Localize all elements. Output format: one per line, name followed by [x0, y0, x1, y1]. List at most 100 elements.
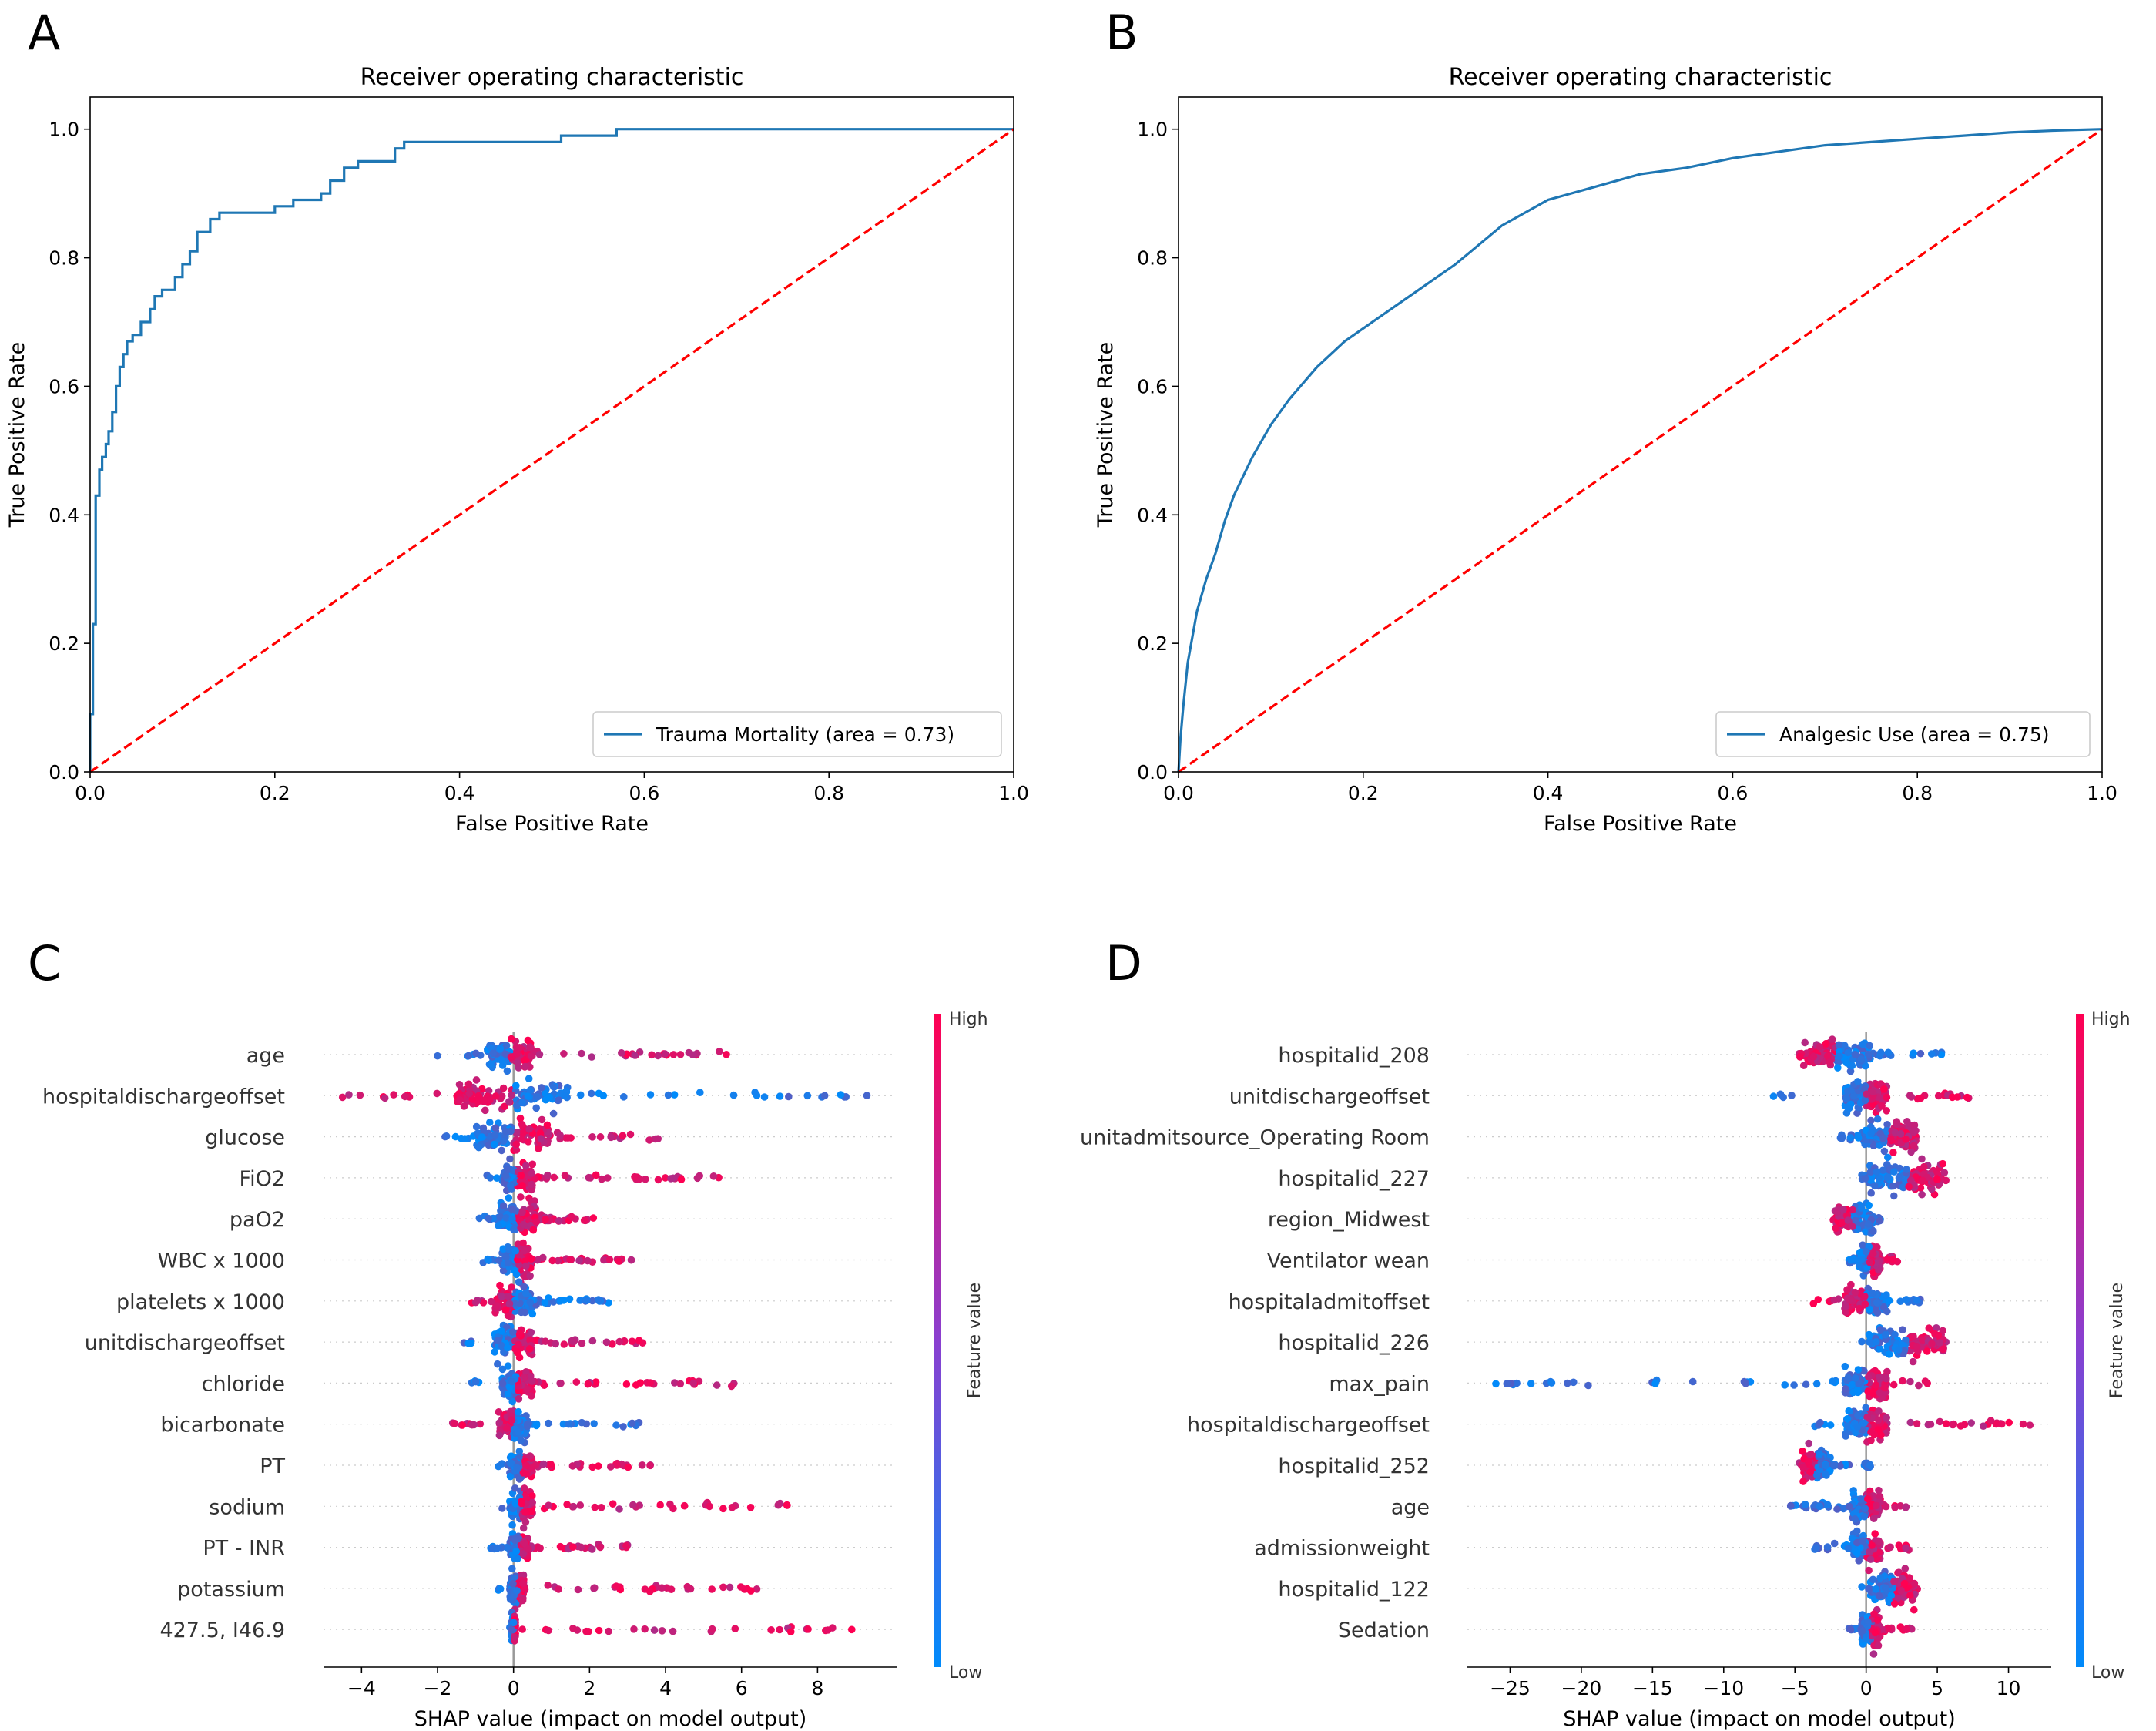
x-tick-label: 0.6: [629, 782, 660, 804]
shap-dot: [1564, 1379, 1571, 1387]
shap-dot: [597, 1504, 605, 1511]
shap-dot: [1868, 1289, 1876, 1297]
shap-dot: [648, 1051, 656, 1059]
shap-dot: [516, 1114, 525, 1122]
shap-dot: [526, 1345, 534, 1353]
shap-dot: [508, 1091, 515, 1099]
shap-dot: [472, 1076, 481, 1084]
roc-curve: [89, 128, 1014, 772]
shap-dot: [1830, 1539, 1839, 1548]
shap-dot: [1812, 1544, 1820, 1552]
shap-dot: [507, 1452, 515, 1460]
shap-dot: [1769, 1092, 1778, 1100]
shap-dot: [505, 1098, 513, 1105]
shap-dot: [1492, 1380, 1500, 1388]
x-tick-label: 1.0: [998, 782, 1029, 804]
shap-dot: [628, 1419, 636, 1427]
shap-dot: [528, 1255, 535, 1263]
shap-dot: [650, 1626, 659, 1634]
shap-dot: [628, 1337, 636, 1345]
shap-dot: [494, 1360, 501, 1368]
shap-dot: [2026, 1421, 2034, 1429]
shap-dot: [588, 1545, 596, 1553]
shap-dot: [774, 1501, 783, 1509]
shap-dot: [1869, 1650, 1878, 1658]
shap-dot: [508, 1035, 515, 1043]
shap-dot: [1889, 1256, 1897, 1263]
shap-dot: [1879, 1135, 1887, 1142]
feature-dots: [1811, 1527, 1913, 1575]
shap-dot: [1862, 1404, 1869, 1412]
shap-dot: [596, 1543, 604, 1552]
shap-dot: [460, 1102, 468, 1110]
plot-frame: [89, 96, 1014, 773]
shap-dot: [467, 1339, 475, 1347]
feature-dots: [434, 1035, 730, 1075]
shap-dot: [1844, 1544, 1853, 1552]
panel-letter-c: C: [28, 935, 61, 991]
shap-dot: [528, 1498, 536, 1507]
shap-dot: [486, 1119, 494, 1126]
feature-label: PT - INR: [203, 1537, 285, 1561]
shap-dot: [1918, 1190, 1926, 1199]
feature-label: age: [246, 1044, 285, 1068]
shap-dot: [1874, 1642, 1883, 1649]
shap-dot: [1873, 1243, 1881, 1251]
shap-dot: [776, 1092, 784, 1100]
shap-dot: [1835, 1041, 1843, 1049]
shap-dot: [1799, 1478, 1807, 1485]
panel-d: D hospitalid_208 unitdischargeoffset unita…: [1080, 935, 2131, 1731]
shap-dot: [568, 1337, 576, 1345]
shap-dot: [803, 1092, 812, 1100]
shap-dot: [542, 1215, 549, 1223]
shap-dot: [528, 1160, 536, 1169]
shap-dot: [545, 1626, 552, 1635]
shap-dot: [683, 1582, 692, 1591]
shap-dot: [528, 1169, 536, 1177]
shap-dot: [1855, 1380, 1863, 1387]
shap-dot: [514, 1428, 522, 1436]
shap-dot: [511, 1266, 519, 1275]
shap-dot: [476, 1420, 485, 1428]
shap-dot: [464, 1080, 473, 1089]
feature-label: bicarbonate: [160, 1414, 285, 1437]
shap-dot: [1925, 1324, 1933, 1332]
shap-dot: [1866, 1555, 1875, 1563]
shap-dot: [746, 1504, 755, 1511]
shap-dot: [521, 1308, 529, 1317]
shap-dot: [629, 1501, 637, 1509]
shap-dot: [519, 1239, 527, 1247]
feature-label: glucose: [205, 1126, 285, 1150]
shap-dot: [518, 1499, 526, 1508]
shap-dot: [514, 1555, 521, 1563]
shap-dot: [1779, 1093, 1787, 1102]
shap-dot: [1915, 1381, 1923, 1390]
shap-dot: [716, 1048, 723, 1055]
shap-dot: [499, 1266, 508, 1275]
shap-dot: [1853, 1423, 1862, 1431]
shap-dot: [676, 1051, 685, 1058]
roc-curve: [1177, 128, 2103, 773]
shap-dot: [559, 1420, 568, 1428]
shap-dot: [484, 1255, 491, 1263]
panel-letter-a: A: [28, 5, 60, 61]
shap-dot: [1864, 1220, 1873, 1228]
shap-dot: [709, 1172, 718, 1180]
shap-dot: [1936, 1339, 1944, 1347]
shap-dot: [1864, 1618, 1872, 1626]
shap-dot: [519, 1220, 528, 1229]
shap-dot: [474, 1092, 483, 1100]
shap-dot: [696, 1089, 704, 1096]
shap-dot: [514, 1059, 522, 1067]
shap-dot: [1862, 1247, 1870, 1256]
shap-dot: [486, 1174, 495, 1182]
feature-dots: [498, 1484, 791, 1529]
shap-dot: [512, 1140, 520, 1149]
shap-dot: [518, 1136, 526, 1143]
shap-dot: [1942, 1176, 1950, 1185]
shap-dot: [495, 1431, 504, 1440]
shap-dot: [474, 1143, 483, 1152]
shap-dot: [1850, 1509, 1858, 1518]
shap-dot: [636, 1379, 645, 1387]
shap-dot: [1912, 1126, 1920, 1135]
